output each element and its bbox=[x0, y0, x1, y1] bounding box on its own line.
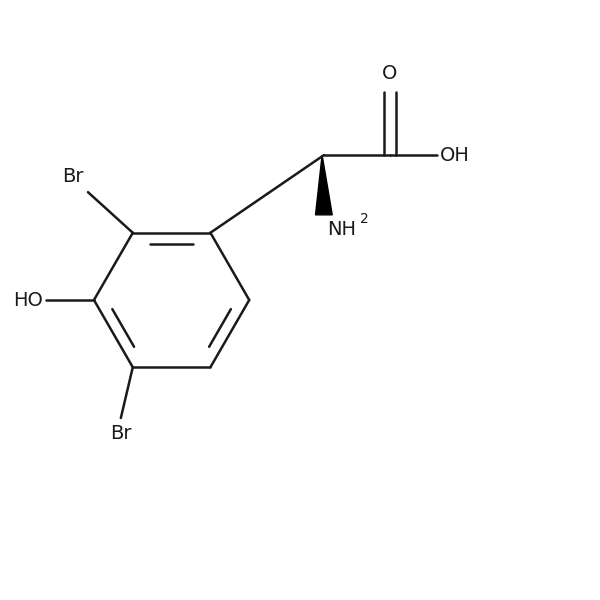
Text: O: O bbox=[382, 64, 397, 83]
Text: Br: Br bbox=[62, 167, 83, 186]
Polygon shape bbox=[316, 155, 332, 215]
Text: 2: 2 bbox=[360, 212, 368, 226]
Text: NH: NH bbox=[327, 220, 356, 239]
Text: HO: HO bbox=[13, 290, 43, 310]
Text: Br: Br bbox=[110, 424, 131, 443]
Text: OH: OH bbox=[440, 146, 470, 164]
